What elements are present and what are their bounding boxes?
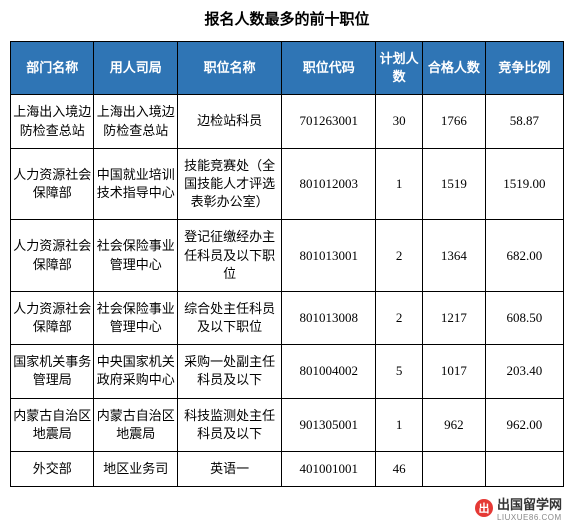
cell-dept: 外交部 [11, 452, 94, 487]
cell-qualified: 1519 [423, 148, 486, 220]
table-row: 内蒙古自治区地震局内蒙古自治区地震局科技监测处主任科员及以下9013050011… [11, 398, 564, 451]
col-header-plan: 计划人数 [376, 42, 423, 95]
cell-qualified: 1364 [423, 220, 486, 292]
cell-code: 901305001 [282, 398, 376, 451]
cell-bureau: 社会保险事业管理中心 [94, 220, 177, 292]
table-row: 上海出入境边防检查总站上海出入境边防检查总站边检站科员7012630013017… [11, 95, 564, 148]
cell-dept: 上海出入境边防检查总站 [11, 95, 94, 148]
cell-qualified: 1217 [423, 291, 486, 344]
cell-qualified: 1017 [423, 345, 486, 398]
cell-code: 801012003 [282, 148, 376, 220]
cell-ratio: 58.87 [485, 95, 563, 148]
cell-plan: 5 [376, 345, 423, 398]
col-header-dept: 部门名称 [11, 42, 94, 95]
cell-code: 801013001 [282, 220, 376, 292]
cell-bureau: 地区业务司 [94, 452, 177, 487]
cell-ratio [485, 452, 563, 487]
cell-plan: 1 [376, 398, 423, 451]
cell-qualified: 962 [423, 398, 486, 451]
cell-plan: 2 [376, 291, 423, 344]
cell-ratio: 682.00 [485, 220, 563, 292]
col-header-ratio: 竞争比例 [485, 42, 563, 95]
watermark-text-group: 出国留学网 LIUXUE86.COM [497, 494, 562, 522]
cell-dept: 人力资源社会保障部 [11, 148, 94, 220]
cell-ratio: 608.50 [485, 291, 563, 344]
table-container: 报名人数最多的前十职位 部门名称 用人司局 职位名称 职位代码 计划人数 合格人… [0, 0, 574, 495]
cell-position: 采购一处副主任科员及以下 [177, 345, 281, 398]
watermark-sub: LIUXUE86.COM [497, 513, 562, 522]
cell-code: 801013008 [282, 291, 376, 344]
cell-position: 科技监测处主任科员及以下 [177, 398, 281, 451]
cell-code: 401001001 [282, 452, 376, 487]
col-header-qualified: 合格人数 [423, 42, 486, 95]
cell-plan: 30 [376, 95, 423, 148]
cell-position: 技能竞赛处（全国技能人才评选表彰办公室） [177, 148, 281, 220]
cell-position: 登记征缴经办主任科员及以下职位 [177, 220, 281, 292]
cell-bureau: 上海出入境边防检查总站 [94, 95, 177, 148]
table-row: 人力资源社会保障部社会保险事业管理中心综合处主任科员及以下职位801013008… [11, 291, 564, 344]
cell-qualified [423, 452, 486, 487]
cell-position: 综合处主任科员及以下职位 [177, 291, 281, 344]
cell-bureau: 中央国家机关政府采购中心 [94, 345, 177, 398]
watermark-logo-icon: 出 [475, 499, 493, 517]
cell-bureau: 内蒙古自治区地震局 [94, 398, 177, 451]
table-row: 人力资源社会保障部中国就业培训技术指导中心技能竞赛处（全国技能人才评选表彰办公室… [11, 148, 564, 220]
table-row: 外交部地区业务司英语一40100100146 [11, 452, 564, 487]
cell-dept: 国家机关事务管理局 [11, 345, 94, 398]
cell-ratio: 203.40 [485, 345, 563, 398]
cell-code: 801004002 [282, 345, 376, 398]
col-header-position: 职位名称 [177, 42, 281, 95]
cell-position: 边检站科员 [177, 95, 281, 148]
watermark: 出 出国留学网 LIUXUE86.COM [475, 494, 562, 522]
cell-bureau: 社会保险事业管理中心 [94, 291, 177, 344]
cell-plan: 2 [376, 220, 423, 292]
col-header-bureau: 用人司局 [94, 42, 177, 95]
watermark-text: 出国留学网 [497, 494, 562, 513]
cell-position: 英语一 [177, 452, 281, 487]
table-row: 人力资源社会保障部社会保险事业管理中心登记征缴经办主任科员及以下职位801013… [11, 220, 564, 292]
table-row: 国家机关事务管理局中央国家机关政府采购中心采购一处副主任科员及以下8010040… [11, 345, 564, 398]
cell-plan: 1 [376, 148, 423, 220]
table-body: 上海出入境边防检查总站上海出入境边防检查总站边检站科员7012630013017… [11, 95, 564, 487]
ranking-table: 部门名称 用人司局 职位名称 职位代码 计划人数 合格人数 竞争比例 上海出入境… [10, 41, 564, 487]
cell-plan: 46 [376, 452, 423, 487]
cell-code: 701263001 [282, 95, 376, 148]
cell-ratio: 1519.00 [485, 148, 563, 220]
page-title: 报名人数最多的前十职位 [10, 8, 564, 29]
cell-dept: 人力资源社会保障部 [11, 220, 94, 292]
col-header-code: 职位代码 [282, 42, 376, 95]
cell-bureau: 中国就业培训技术指导中心 [94, 148, 177, 220]
cell-ratio: 962.00 [485, 398, 563, 451]
table-header-row: 部门名称 用人司局 职位名称 职位代码 计划人数 合格人数 竞争比例 [11, 42, 564, 95]
cell-dept: 人力资源社会保障部 [11, 291, 94, 344]
cell-dept: 内蒙古自治区地震局 [11, 398, 94, 451]
cell-qualified: 1766 [423, 95, 486, 148]
